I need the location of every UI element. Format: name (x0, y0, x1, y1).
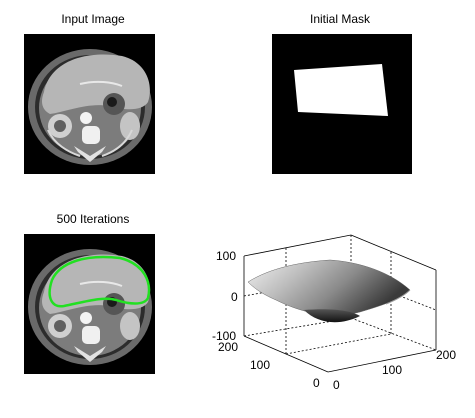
y-tick-200: 200 (436, 348, 457, 362)
initial-mask-title: Initial Mask (309, 12, 371, 26)
z-tick-100: 100 (216, 249, 237, 263)
iterations-image (24, 234, 155, 374)
x-tick-200: 200 (218, 340, 239, 354)
mask-region (294, 64, 388, 116)
x-tick-100: 100 (250, 358, 271, 372)
surface-mesh (247, 259, 411, 316)
y-tick-100: 100 (382, 363, 403, 377)
segmentation-contour (48, 255, 151, 308)
input-image (24, 34, 155, 174)
y-tick-0: 0 (333, 378, 340, 392)
input-image-title: Input Image (61, 12, 125, 26)
x-tick-0: 0 (313, 376, 320, 390)
z-tick-0: 0 (231, 290, 238, 304)
initial-mask-image (272, 34, 412, 174)
iterations-title: 500 Iterations (56, 212, 130, 226)
z-tick-minus100: -100 (212, 329, 237, 343)
